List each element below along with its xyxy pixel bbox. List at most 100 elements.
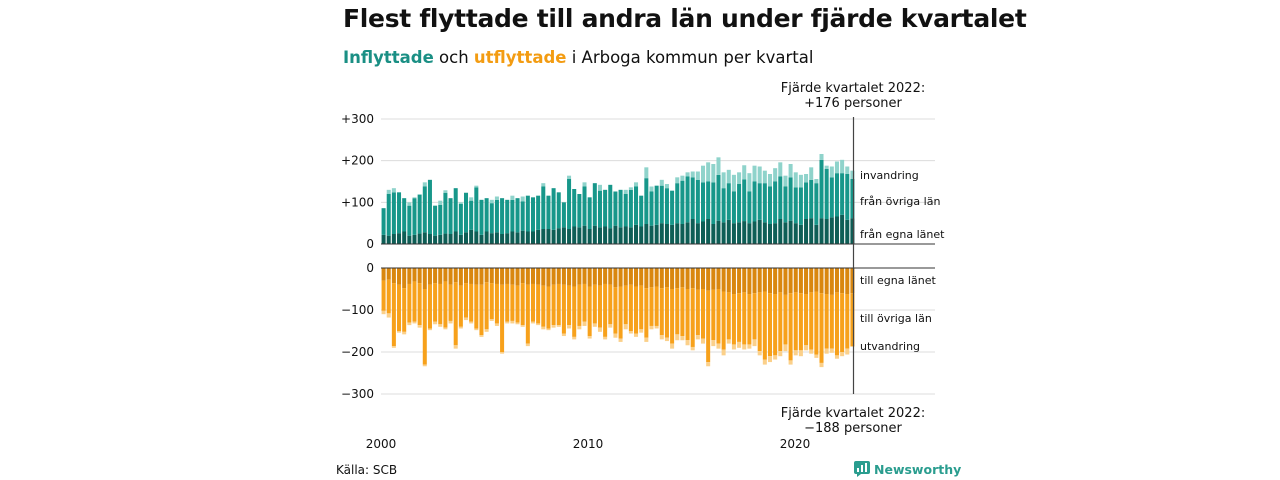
bar-out-emigration — [783, 344, 788, 352]
bar-in-other-county — [422, 186, 427, 233]
bar-out-emigration — [664, 337, 669, 342]
bar-in-other-county — [834, 173, 839, 217]
bar-in-other-county — [845, 174, 850, 220]
bar-in-same-county — [587, 229, 592, 244]
bar-in-other-county — [587, 197, 592, 229]
bar-out-emigration — [525, 343, 530, 347]
bar-in-other-county — [752, 181, 757, 222]
series-label-out: utvandring — [860, 340, 920, 353]
bar-in-other-county — [721, 188, 726, 223]
x-tick-label: 2000 — [366, 437, 397, 451]
bar-in-other-county — [515, 198, 520, 233]
bar-in-same-county — [500, 234, 505, 244]
bar-out-emigration — [706, 362, 711, 367]
bar-out-emigration — [510, 320, 515, 324]
bar-in-other-county — [814, 183, 819, 225]
bar-out-emigration — [670, 343, 675, 349]
bar-out-same-county — [634, 268, 639, 287]
bar-in-other-county — [458, 204, 463, 235]
bar-out-other-county — [829, 294, 834, 349]
bar-in-same-county — [701, 221, 706, 244]
bar-in-same-county — [649, 225, 654, 244]
bar-in-immigration — [494, 196, 499, 200]
bar-out-other-county — [742, 292, 747, 345]
chart-title: Flest flyttade till andra län under fjär… — [343, 4, 1027, 33]
bar-in-other-county — [479, 199, 484, 235]
bar-in-other-county — [618, 189, 623, 228]
bar-out-same-county — [798, 268, 803, 294]
bar-in-immigration — [458, 202, 463, 204]
bar-in-other-county — [706, 181, 711, 219]
bar-in-same-county — [690, 219, 695, 244]
bar-out-other-county — [582, 283, 587, 322]
bar-out-emigration — [587, 336, 592, 339]
bar-out-same-county — [397, 268, 402, 285]
bar-out-emigration — [597, 327, 602, 332]
bar-out-other-county — [484, 282, 489, 330]
bar-out-same-county — [484, 268, 489, 283]
bar-out-emigration — [530, 321, 535, 324]
bar-in-immigration — [778, 162, 783, 177]
bar-in-same-county — [778, 219, 783, 244]
bar-in-same-county — [469, 229, 474, 244]
bar-out-emigration — [474, 328, 479, 331]
bar-out-emigration — [757, 351, 762, 356]
bar-out-other-county — [577, 284, 582, 326]
bar-out-emigration — [773, 355, 778, 360]
bar-in-immigration — [752, 165, 757, 182]
bar-in-same-county — [479, 234, 484, 244]
bar-in-other-county — [819, 159, 824, 219]
bar-out-other-county — [695, 289, 700, 336]
bar-in-same-county — [752, 221, 757, 244]
bar-out-emigration — [742, 344, 747, 350]
bar-out-emigration — [644, 337, 649, 342]
bar-out-other-county — [845, 294, 850, 349]
bar-out-other-county — [762, 291, 767, 360]
bar-in-same-county — [634, 224, 639, 244]
bar-in-other-county — [639, 195, 644, 227]
bar-out-same-county — [412, 268, 417, 282]
bar-out-other-county — [613, 287, 618, 334]
chart-subtitle: Inflyttade och utflyttade i Arboga kommu… — [343, 48, 813, 67]
bar-in-same-county — [814, 224, 819, 244]
bar-in-same-county — [386, 235, 391, 244]
bar-out-other-county — [561, 284, 566, 334]
bar-out-emigration — [752, 339, 757, 347]
bar-out-emigration — [798, 350, 803, 357]
bar-out-emigration — [680, 336, 685, 341]
bar-in-same-county — [757, 219, 762, 244]
bar-out-same-county — [701, 268, 706, 289]
bar-out-same-county — [649, 268, 654, 288]
bar-out-emigration — [417, 325, 422, 328]
bar-out-emigration — [850, 346, 855, 347]
bar-in-other-county — [670, 190, 675, 225]
bar-in-same-county — [556, 228, 561, 244]
bar-out-same-county — [500, 268, 505, 285]
newsworthy-logo[interactable]: Newsworthy — [854, 461, 961, 477]
series-label-out: till egna länet — [860, 274, 936, 287]
bar-out-same-county — [618, 268, 623, 287]
bar-in-other-county — [448, 198, 453, 234]
bar-out-same-county — [433, 268, 438, 284]
bar-in-same-county — [819, 218, 824, 244]
bar-out-other-county — [500, 284, 505, 352]
bar-in-same-county — [675, 223, 680, 244]
bar-out-other-county — [443, 281, 448, 328]
bar-out-emigration — [840, 352, 845, 357]
bar-in-immigration — [798, 174, 803, 188]
series-label-in: invandring — [860, 169, 919, 182]
bar-in-same-county — [767, 224, 772, 244]
bar-out-other-county — [778, 292, 783, 352]
bar-out-other-county — [510, 284, 515, 321]
bar-out-other-county — [530, 283, 535, 322]
bar-out-emigration — [804, 345, 809, 351]
bar-out-other-county — [608, 284, 613, 325]
bar-in-immigration — [834, 161, 839, 174]
bar-in-other-county — [659, 185, 664, 224]
bar-in-other-county — [510, 199, 515, 232]
bar-out-other-county — [747, 294, 752, 345]
bar-in-same-county — [608, 228, 613, 244]
bar-out-same-county — [474, 268, 479, 285]
bar-out-other-county — [834, 292, 839, 356]
bar-in-same-county — [597, 227, 602, 244]
